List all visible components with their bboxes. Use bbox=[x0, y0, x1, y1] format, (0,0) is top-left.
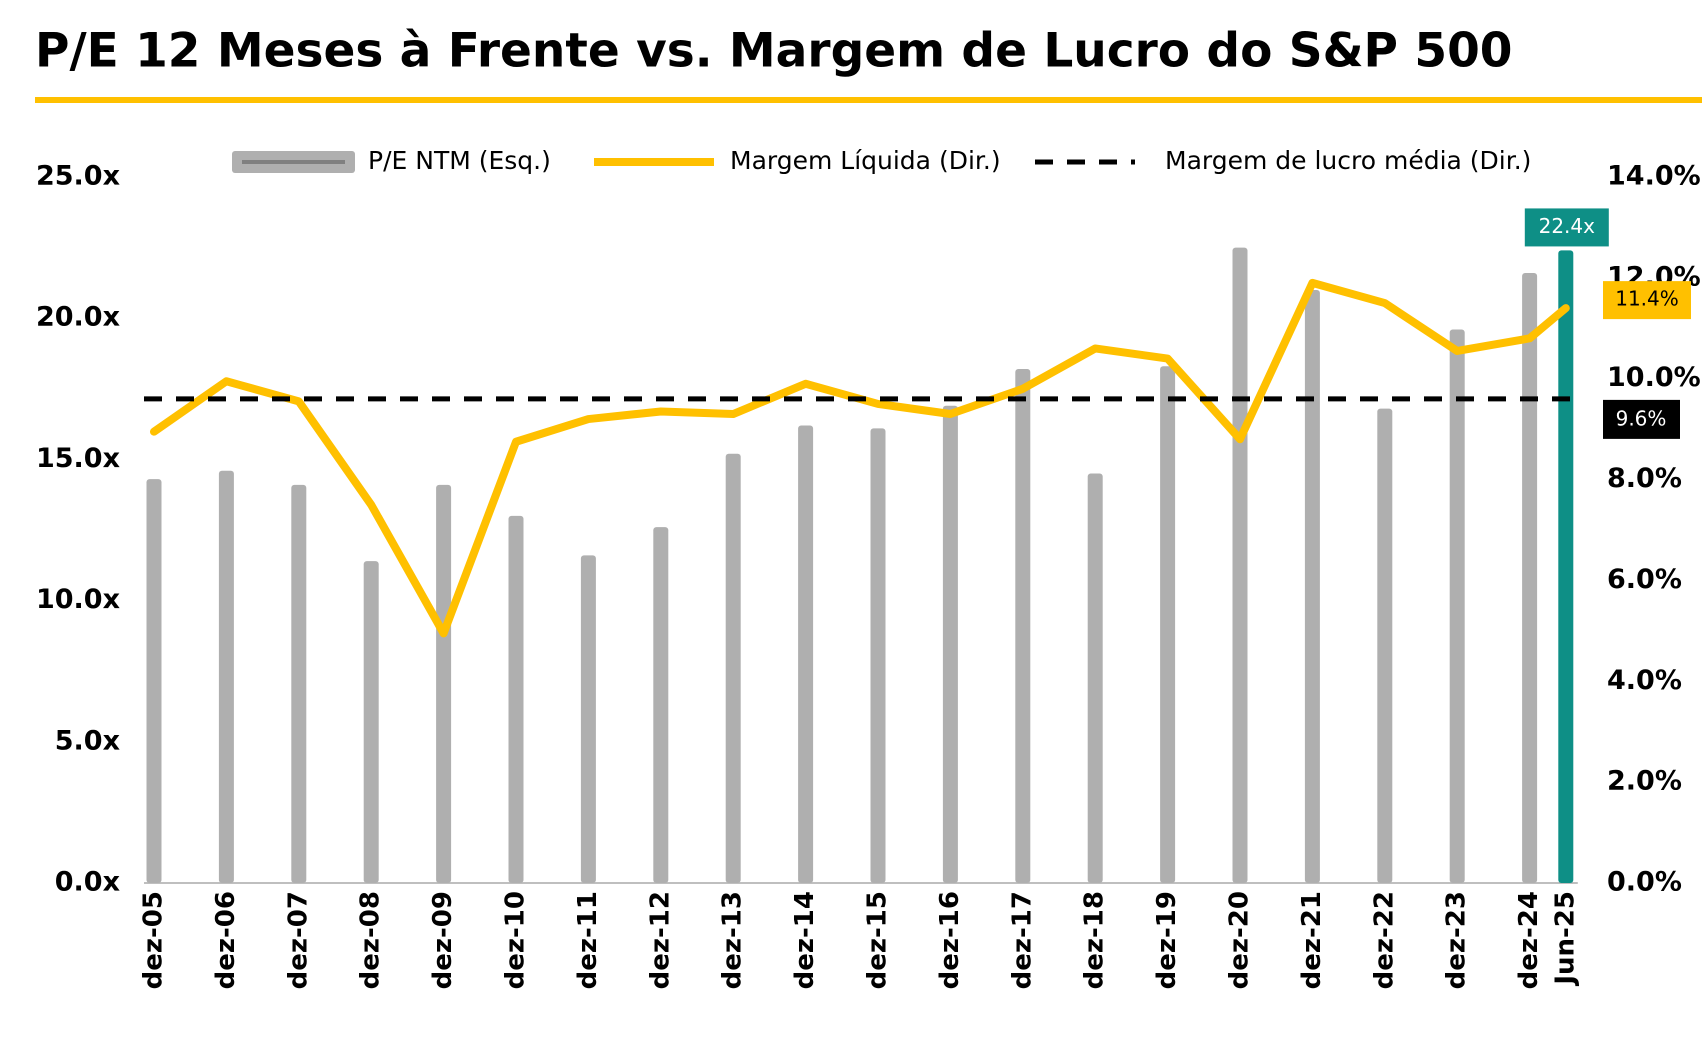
bar bbox=[1015, 369, 1031, 884]
value-label: 9.6% bbox=[1616, 406, 1667, 430]
legend-label: Margem de lucro média (Dir.) bbox=[1165, 146, 1531, 175]
y2-tick-label: 14.0% bbox=[1607, 161, 1701, 192]
x-tick-label: dez-23 bbox=[1442, 891, 1472, 989]
title-rule bbox=[35, 97, 1702, 103]
value-label-box bbox=[1524, 208, 1609, 247]
x-tick-label: dez-14 bbox=[790, 891, 820, 989]
bar bbox=[653, 527, 669, 883]
y2-tick-label: 0.0% bbox=[1607, 867, 1682, 898]
x-tick-label: dez-07 bbox=[283, 891, 313, 989]
bar bbox=[1304, 289, 1320, 884]
x-tick-label: dez-16 bbox=[935, 891, 965, 989]
x-tick-label: dez-20 bbox=[1225, 891, 1255, 989]
bar bbox=[1160, 366, 1176, 883]
bar bbox=[870, 428, 886, 883]
bar bbox=[218, 470, 234, 883]
bar bbox=[363, 561, 379, 883]
value-label: 11.4% bbox=[1615, 287, 1679, 311]
x-tick-label: dez-08 bbox=[356, 891, 386, 989]
chart-title: P/E 12 Meses à Frente vs. Margem de Lucr… bbox=[35, 24, 1512, 79]
bar bbox=[1087, 473, 1103, 883]
y-tick-label: 0.0x bbox=[55, 867, 120, 898]
value-label-box bbox=[1603, 281, 1691, 320]
y2-tick-label: 8.0% bbox=[1607, 463, 1682, 494]
bar bbox=[1377, 408, 1393, 883]
bar bbox=[1558, 250, 1574, 883]
bar bbox=[146, 479, 162, 883]
x-tick-label: dez-11 bbox=[573, 891, 603, 989]
x-tick-label: dez-06 bbox=[211, 891, 241, 989]
x-tick-label: dez-12 bbox=[645, 891, 675, 989]
bar bbox=[291, 484, 307, 883]
x-tick-label: dez-10 bbox=[501, 891, 531, 989]
x-tick-label: Jun-25 bbox=[1550, 891, 1580, 987]
x-tick-label: dez-05 bbox=[139, 891, 169, 989]
x-tick-label: dez-09 bbox=[428, 891, 458, 989]
y2-tick-label: 6.0% bbox=[1607, 564, 1682, 595]
x-tick-label: dez-18 bbox=[1080, 891, 1110, 989]
y-tick-label: 15.0x bbox=[36, 443, 120, 474]
x-tick-label: dez-24 bbox=[1514, 891, 1544, 989]
y-tick-label: 5.0x bbox=[55, 725, 120, 756]
bar bbox=[436, 484, 452, 883]
bar bbox=[1522, 273, 1538, 883]
y-tick-label: 20.0x bbox=[36, 302, 120, 333]
bar bbox=[725, 453, 741, 883]
y2-tick-label: 4.0% bbox=[1607, 665, 1682, 696]
x-tick-label: dez-17 bbox=[1007, 891, 1037, 989]
bar bbox=[508, 515, 524, 883]
y2-tick-label: 2.0% bbox=[1607, 766, 1682, 797]
bar bbox=[1449, 329, 1465, 884]
x-tick-label: dez-22 bbox=[1369, 891, 1399, 989]
bar bbox=[942, 405, 958, 883]
x-tick-label: dez-21 bbox=[1297, 891, 1327, 989]
x-tick-label: dez-19 bbox=[1152, 891, 1182, 989]
margin-line bbox=[150, 278, 1570, 638]
x-tick-label: dez-15 bbox=[863, 891, 893, 989]
y-tick-label: 25.0x bbox=[36, 161, 120, 192]
bar bbox=[1232, 247, 1248, 884]
value-label: 22.4x bbox=[1539, 214, 1596, 238]
legend-label: P/E NTM (Esq.) bbox=[368, 146, 551, 175]
bar bbox=[580, 555, 596, 883]
y-tick-label: 10.0x bbox=[36, 584, 120, 615]
x-tick-label: dez-13 bbox=[718, 891, 748, 989]
bar bbox=[798, 425, 814, 883]
legend-label: Margem Líquida (Dir.) bbox=[730, 146, 1001, 175]
value-label-box bbox=[1603, 399, 1680, 439]
y2-tick-label: 10.0% bbox=[1607, 362, 1701, 393]
